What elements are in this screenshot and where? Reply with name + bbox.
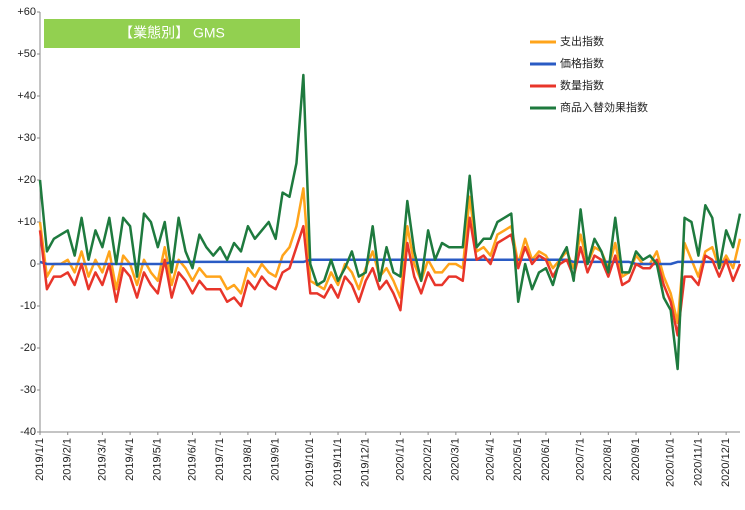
title-box — [44, 19, 300, 48]
y-tick-label: 0 — [30, 258, 36, 270]
legend-label: 商品入替効果指数 — [560, 100, 648, 114]
x-tick-label: 2019/7/1 — [214, 438, 226, 481]
x-tick-label: 2019/12/1 — [360, 438, 372, 487]
x-tick-label: 2019/4/1 — [124, 438, 136, 481]
series-line — [38, 187, 742, 325]
chart-title: 【業態別】 GMS — [119, 25, 225, 41]
y-tick-label: +40 — [17, 90, 36, 102]
x-tick-label: 2019/5/1 — [152, 438, 164, 481]
x-tick-label: 2020/8/1 — [602, 438, 614, 481]
x-tick-label: 2020/5/1 — [512, 438, 524, 481]
x-tick-label: 2019/11/1 — [332, 438, 344, 486]
x-tick-label: 2020/10/1 — [665, 438, 677, 487]
series-line — [38, 216, 742, 337]
y-tick-label: +60 — [17, 6, 36, 18]
x-tick-label: 2019/2/1 — [62, 438, 74, 481]
x-tick-label: 2020/2/1 — [422, 438, 434, 481]
x-tick-label: 2020/7/1 — [575, 438, 587, 481]
series-line — [38, 73, 742, 371]
y-tick-label: -30 — [20, 384, 36, 396]
y-tick-label: -10 — [20, 300, 36, 312]
legend-label: 支出指数 — [560, 34, 604, 48]
x-tick-label: 2020/11/1 — [692, 438, 704, 486]
x-tick-label: 2020/4/1 — [484, 438, 496, 481]
y-tick-label: +50 — [17, 48, 36, 60]
x-tick-label: 2019/10/1 — [304, 438, 316, 487]
y-tick-label: +10 — [17, 216, 36, 228]
x-tick-label: 2020/9/1 — [630, 438, 642, 481]
x-tick-label: 2019/3/1 — [96, 438, 108, 481]
legend-label: 価格指数 — [560, 56, 604, 70]
legend-label: 数量指数 — [560, 78, 604, 92]
x-tick-label: 2020/1/1 — [394, 438, 406, 481]
x-tick-label: 2020/6/1 — [540, 438, 552, 481]
y-tick-label: -40 — [20, 426, 36, 438]
y-tick-label: +20 — [17, 174, 36, 186]
y-tick-label: +30 — [17, 132, 36, 144]
x-tick-label: 2020/12/1 — [720, 438, 732, 487]
x-tick-label: 2020/3/1 — [450, 438, 462, 481]
x-tick-label: 2019/6/1 — [186, 438, 198, 481]
y-tick-label: -20 — [20, 342, 36, 354]
x-tick-label: 2019/8/1 — [242, 438, 254, 481]
x-tick-label: 2019/1/1 — [34, 438, 46, 481]
x-tick-label: 2019/9/1 — [270, 438, 282, 481]
